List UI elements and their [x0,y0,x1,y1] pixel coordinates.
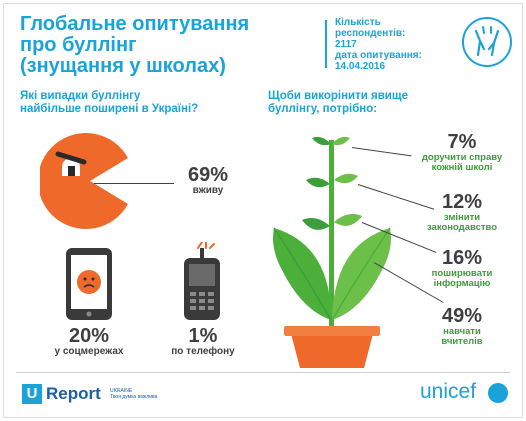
respondents-label-2: респондентів: [335,28,406,39]
ureport-name: Report [46,384,101,403]
ureport-logo: U Report UKRAINE Твоя думка важлива [22,381,182,409]
stat-spread-info: 16% поширювати інформацію [412,248,512,289]
live-pointer-line [94,183,174,184]
phone-stat: 1% по телефону [158,326,248,357]
question-left-line-1: Які випадки буллінгу [20,90,141,102]
stat-4-value: 49% [441,305,483,327]
bully-face-icon [40,133,128,229]
respondents-label-1: Кількість [335,17,381,28]
survey-meta: Кількість респондентів: 2117 дата опитув… [335,17,445,72]
live-stat-value: 69% [187,164,229,186]
title-line-1: Глобальне опитування [20,13,250,35]
date-value: 14.04.2016 [335,61,386,72]
stat-4-label-2: вчителів [441,336,483,347]
question-left-line-2: найбільше поширені в Україні? [20,103,199,115]
footer-divider [16,372,510,373]
page-title: Глобальне опитування про буллінг (знущан… [20,14,320,77]
ureport-tagline: UKRAINE Твоя думка важлива [110,388,157,400]
plant-illustration [273,136,391,368]
tablet-icon [66,248,112,320]
meta-divider [325,20,327,68]
title-line-3: (знущання у школах) [20,55,226,77]
bullying-icon [462,17,512,67]
ureport-tagline-text: Твоя думка важлива [110,394,158,400]
stat-teach-at-school: 7% доручити справу кожній школі [412,132,512,173]
phone-stat-value: 1% [188,325,218,347]
unicef-logo-text: unicef [420,380,477,403]
stat-3-label-2: інформацію [433,278,491,289]
stat-1-value: 7% [447,131,477,153]
stat-2-label-1: змінити [443,212,481,223]
stat-train-teachers: 49% навчати вчителів [412,306,512,347]
title-line-2: про буллінг [20,34,137,56]
live-stat: 69% вживу [178,165,238,196]
unicef-globe-icon [488,383,508,403]
question-right: Щоби викорінити явище буллінгу, потрібно… [268,90,508,116]
phone-stat-label: по телефону [171,346,235,357]
question-right-line-1: Щоби викорінити явище [268,90,408,102]
stat-2-label-2: законодавство [426,222,498,233]
stat-3-value: 16% [441,247,483,269]
phone-icon [184,242,220,320]
frame [3,3,523,418]
stat-2-value: 12% [441,191,483,213]
question-left: Які випадки буллінгу найбільше поширені … [20,90,260,116]
date-label: дата опитування: [335,50,422,61]
stat-1-label-2: кожній школі [431,162,493,173]
social-stat: 20% у соцмережах [44,326,134,357]
question-right-line-2: буллінгу, потрібно: [268,103,378,115]
stat-1-label-1: доручити справу [421,152,503,163]
ureport-mark: U [22,384,42,404]
ureport-country: UKRAINE [110,388,133,394]
stat-4-label-1: навчати [443,326,481,337]
stat-change-law: 12% змінити законодавство [412,192,512,233]
social-stat-value: 20% [68,325,110,347]
respondents-value: 2117 [335,39,357,50]
social-stat-label: у соцмережах [54,346,124,357]
stat-3-label-1: поширювати [431,268,493,279]
live-stat-label: вживу [192,185,224,196]
